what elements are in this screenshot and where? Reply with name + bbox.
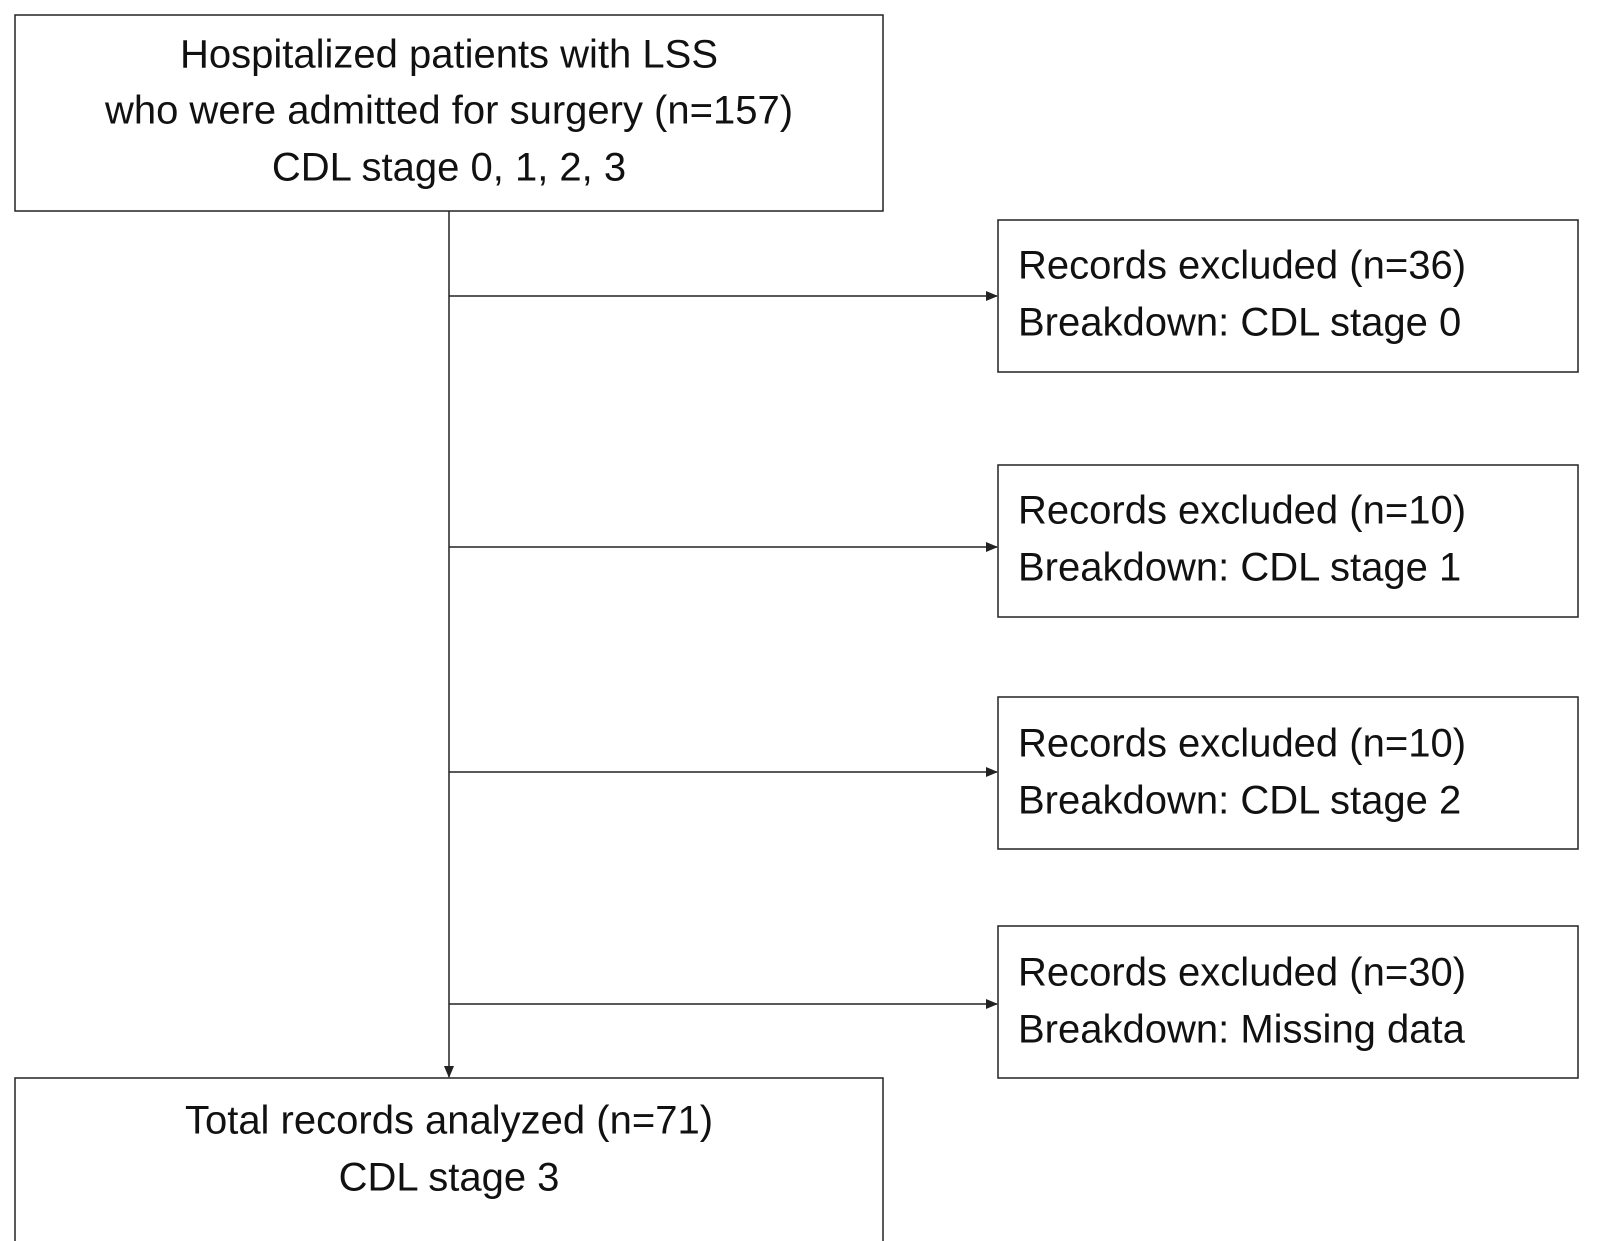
flow-box [997, 219, 1579, 373]
box-text: Breakdown: CDL stage 2 [1018, 779, 1461, 823]
flow-box [14, 1077, 884, 1241]
flow-box [997, 925, 1579, 1079]
box-text: Breakdown: Missing data [1018, 1008, 1466, 1052]
box-text: CDL stage 3 [339, 1156, 560, 1200]
box-text: who were admitted for surgery (n=157) [104, 89, 793, 133]
box-text: Hospitalized patients with LSS [180, 33, 718, 77]
box-text: Records excluded (n=10) [1018, 722, 1466, 766]
box-text: Breakdown: CDL stage 0 [1018, 301, 1461, 345]
box-text: Records excluded (n=30) [1018, 951, 1466, 995]
flow-box [997, 696, 1579, 850]
flow-box [997, 464, 1579, 618]
box-text: Records excluded (n=36) [1018, 244, 1466, 288]
box-text: Breakdown: CDL stage 1 [1018, 546, 1461, 590]
flow-box [14, 14, 884, 212]
box-text: Records excluded (n=10) [1018, 489, 1466, 533]
box-text: CDL stage 0, 1, 2, 3 [272, 146, 626, 190]
box-text: Total records analyzed (n=71) [185, 1099, 713, 1143]
